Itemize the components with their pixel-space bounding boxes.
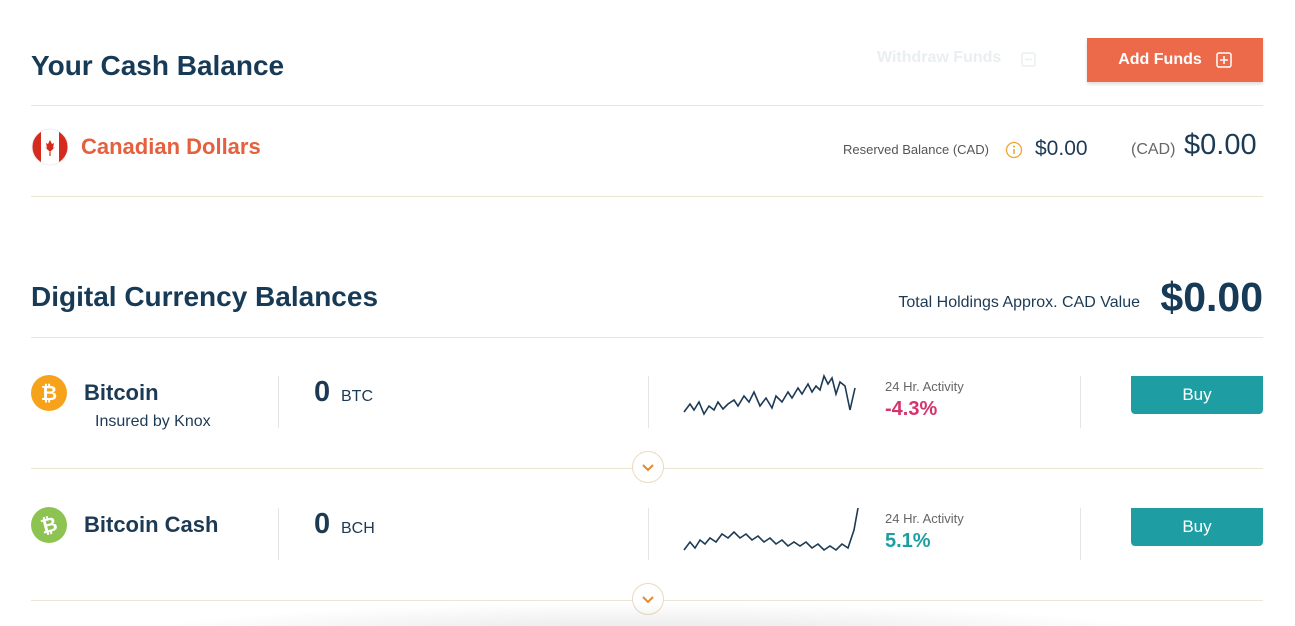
- balance-amount: $0.00: [1184, 129, 1257, 161]
- total-amount: $0.00: [1160, 274, 1263, 320]
- coin-amount: 0: [314, 376, 331, 408]
- withdraw-icon: [1021, 52, 1036, 67]
- activity-label: 24 Hr. Activity: [885, 511, 964, 526]
- add-icon: [1216, 52, 1232, 68]
- divider: [31, 196, 1263, 197]
- divider: [1080, 508, 1081, 560]
- cash-title: Your Cash Balance: [31, 50, 285, 81]
- divider: [648, 376, 649, 428]
- coin-unit: BTC: [341, 388, 373, 405]
- coin-amount: 0: [314, 508, 331, 540]
- divider: [648, 508, 649, 560]
- activity-change: -4.3%: [885, 398, 938, 420]
- divider: [278, 376, 279, 428]
- bitcoin-cash-icon: ₿: [31, 507, 67, 543]
- activity-change: 5.1%: [885, 530, 931, 552]
- digital-title: Digital Currency Balances: [31, 281, 379, 312]
- reserved-label: Reserved Balance (CAD): [843, 142, 989, 157]
- expand-button[interactable]: [632, 451, 664, 483]
- buy-button[interactable]: Buy: [1131, 376, 1263, 414]
- coin-note: Insured by Knox: [95, 413, 211, 430]
- balance-currency: (CAD): [1131, 141, 1176, 158]
- buy-button[interactable]: Buy: [1131, 508, 1263, 546]
- sparkline: [683, 373, 856, 416]
- info-icon: [1005, 141, 1023, 159]
- divider: [31, 337, 1263, 338]
- coin-name: Bitcoin Cash: [84, 512, 219, 537]
- canada-flag: [31, 128, 69, 166]
- coin-name: Bitcoin: [84, 380, 159, 405]
- add-funds-label: Add Funds: [1118, 51, 1202, 68]
- withdraw-funds[interactable]: Withdraw Funds: [877, 49, 1002, 66]
- coin-unit: BCH: [341, 520, 375, 537]
- total-label: Total Holdings Approx. CAD Value: [898, 294, 1140, 311]
- sparkline: [683, 507, 859, 552]
- divider: [31, 105, 1263, 106]
- divider: [1080, 376, 1081, 428]
- reserved-amount: $0.00: [1035, 137, 1088, 160]
- svg-text:₿: ₿: [38, 511, 60, 538]
- currency-name: Canadian Dollars: [81, 134, 261, 159]
- expand-button[interactable]: [632, 583, 664, 615]
- divider: [278, 508, 279, 560]
- add-funds-button[interactable]: Add Funds: [1087, 38, 1263, 82]
- svg-text:₿: ₿: [41, 381, 57, 405]
- shadow: [90, 602, 1210, 626]
- chevron: [642, 596, 654, 604]
- bitcoin-icon: ₿: [31, 375, 67, 411]
- chevron: [642, 464, 654, 472]
- activity-label: 24 Hr. Activity: [885, 379, 964, 394]
